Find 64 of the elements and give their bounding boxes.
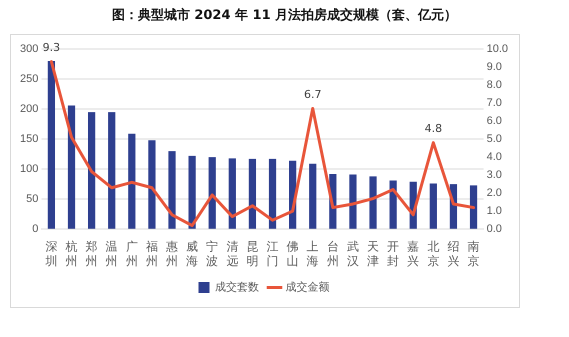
legend-label: 成交金额: [286, 280, 330, 294]
bar: [309, 164, 316, 229]
chart-title: 图：典型城市 2024 年 11 月法拍房成交规模（套、亿元）: [110, 6, 458, 24]
y2-tick-label: 2.0: [486, 187, 502, 200]
y2-tick-label: 5.0: [486, 133, 502, 146]
x-tick-label: 郑州: [86, 240, 98, 268]
x-tick-label: 杭州: [64, 240, 78, 268]
y2-tick-label: 10.0: [486, 43, 508, 56]
bar: [128, 134, 136, 229]
x-tick-label: 天津: [367, 240, 380, 268]
x-tick-label: 江门: [266, 240, 279, 268]
bar: [430, 184, 437, 229]
y-tick-label: 50: [26, 193, 38, 206]
bar: [68, 105, 76, 229]
x-tick-label: 惠州: [165, 240, 178, 268]
bar: [48, 61, 56, 229]
x-tick-label: 南京: [468, 240, 480, 268]
x-tick-label: 深圳: [44, 240, 58, 268]
bar: [208, 157, 216, 229]
bar: [470, 185, 478, 229]
data-label: 6.7: [304, 88, 322, 101]
x-tick-label: 佛山: [286, 240, 299, 268]
x-tick-label: 清远: [226, 240, 238, 268]
bar: [390, 180, 397, 229]
x-tick-label: 威海: [186, 240, 198, 268]
x-tick-label: 开封: [387, 240, 400, 268]
x-tick-label: 嘉兴: [407, 240, 420, 268]
x-tick-label: 北京: [427, 240, 440, 268]
x-tick-label: 宁波: [206, 240, 218, 268]
y2-tick-label: 8.0: [486, 79, 502, 92]
y-tick-label: 250: [20, 73, 38, 86]
y-tick-label: 300: [20, 43, 38, 56]
bar: [188, 156, 196, 229]
x-tick-label: 福州: [146, 240, 158, 268]
bar: [369, 176, 377, 229]
y-tick-label: 200: [20, 103, 38, 116]
bar: [349, 174, 357, 229]
y-tick-label: 150: [20, 133, 38, 146]
y-tick-label: 0: [32, 223, 38, 236]
x-tick-label: 昆明: [246, 240, 258, 268]
legend-label: 成交套数: [215, 280, 259, 294]
y2-tick-label: 0.0: [486, 223, 502, 236]
y2-tick-label: 6.0: [486, 115, 502, 128]
x-tick-label: 武汉: [346, 240, 359, 268]
x-tick-label: 绍兴: [447, 240, 460, 268]
y-tick-label: 100: [20, 163, 38, 176]
data-label: 4.8: [424, 122, 442, 136]
bar: [168, 151, 176, 229]
y2-tick-label: 4.0: [486, 151, 502, 164]
bar: [88, 112, 96, 229]
y2-tick-label: 3.0: [486, 169, 502, 182]
x-tick-label: 台州: [326, 240, 339, 268]
data-label: 9.3: [42, 40, 60, 54]
bar: [268, 158, 276, 229]
bar: [248, 158, 256, 229]
y2-tick-label: 9.0: [486, 61, 502, 74]
bar: [108, 112, 116, 229]
y2-tick-label: 7.0: [486, 97, 502, 110]
x-tick-label: 广州: [126, 240, 138, 268]
y2-tick-label: 1.0: [486, 205, 502, 218]
x-tick-label: 温州: [106, 240, 118, 268]
x-tick-label: 上海: [306, 240, 319, 268]
bar: [228, 158, 236, 229]
bar: [148, 140, 156, 229]
